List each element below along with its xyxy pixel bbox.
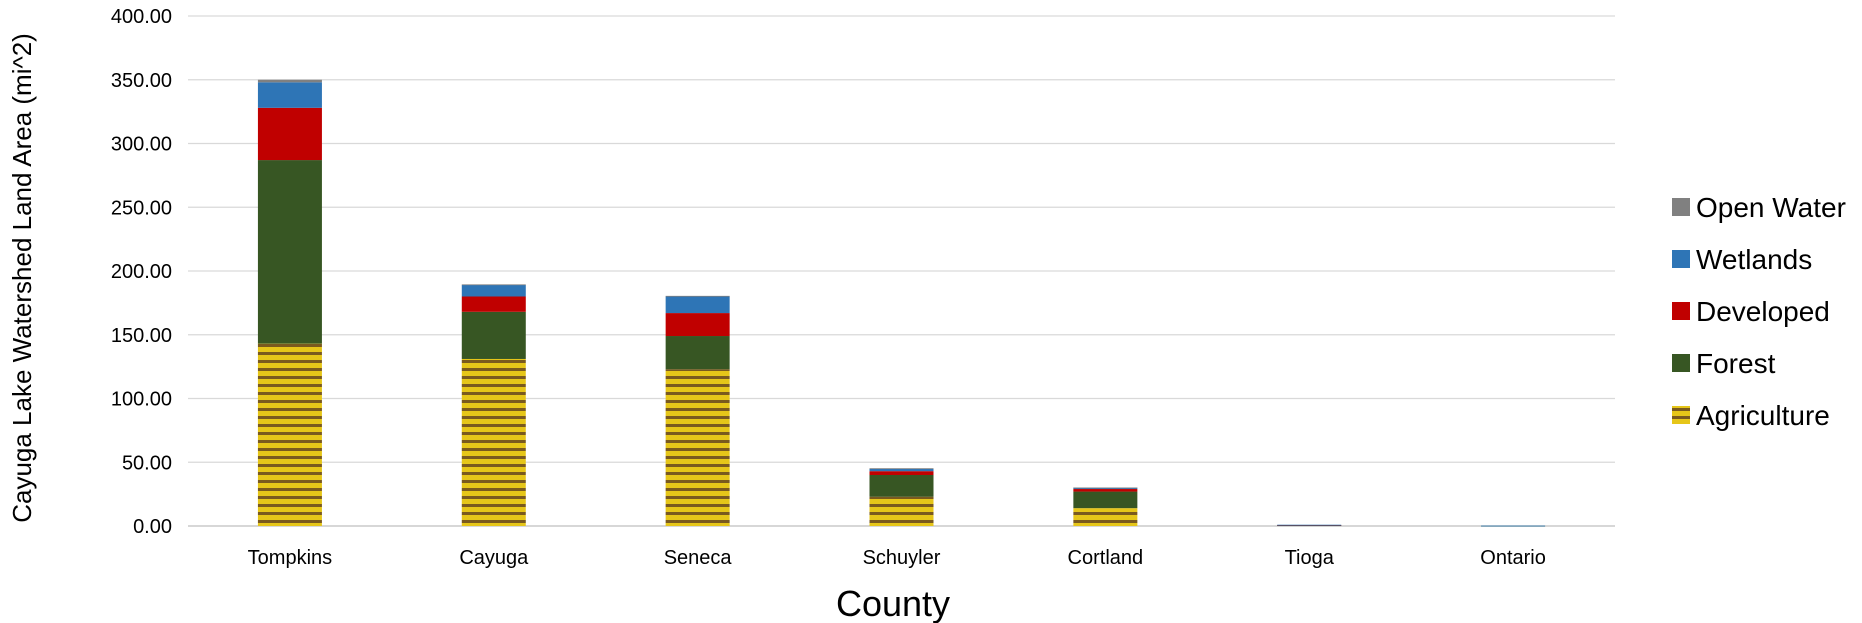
x-axis-title: County (836, 583, 950, 623)
y-tick-label: 300.00 (111, 134, 172, 156)
x-tick-label: Cayuga (459, 547, 529, 569)
bar-segment-agriculture (1073, 508, 1138, 526)
y-axis-title: Cayuga Lake Watershed Land Area (mi^2) (7, 33, 37, 523)
bar-segment-developed (257, 107, 322, 161)
y-tick-label: 200.00 (111, 261, 172, 283)
legend-swatch (1672, 354, 1690, 372)
bar-segment-developed (869, 471, 934, 475)
y-tick-label: 350.00 (111, 70, 172, 92)
bar-segment-open-water (869, 468, 934, 470)
bar-segment-forest (665, 336, 730, 370)
bars (257, 79, 1546, 527)
bar-segment-forest (461, 311, 526, 359)
bar-segment-open-water (1073, 487, 1138, 489)
bar-segment-agriculture (665, 369, 730, 526)
legend-label: Developed (1696, 296, 1830, 327)
bar-segment-forest (1073, 491, 1138, 509)
x-tick-label: Tompkins (248, 547, 332, 569)
bar-segment-agriculture (869, 496, 934, 526)
legend-swatch (1672, 302, 1690, 320)
y-axis-ticks: 0.00 50.00 100.00 150.00 200.00 250.00 300.00 3… (111, 6, 172, 538)
x-tick-label: Ontario (1480, 547, 1546, 569)
bar-segment-wetlands (461, 285, 526, 297)
x-tick-label: Tioga (1285, 547, 1335, 569)
bar-segment-developed (1073, 489, 1138, 492)
y-tick-label: 150.00 (111, 325, 172, 347)
bar-segment-wetlands (869, 468, 934, 472)
x-axis-ticks: Tompkins Cayuga Seneca Schuyler Cortland Tiog… (248, 547, 1546, 569)
legend-swatch (1672, 198, 1690, 216)
bar-segment-wetlands (1481, 525, 1546, 527)
bar-segment-wetlands (1073, 487, 1138, 490)
legend-label: Forest (1696, 348, 1776, 379)
legend-swatch (1672, 250, 1690, 268)
y-tick-label: 400.00 (111, 6, 172, 28)
bar-segment-forest (257, 160, 322, 344)
bar-segment-wetlands (665, 296, 730, 314)
y-tick-label: 250.00 (111, 197, 172, 219)
bar-segment-open-water (665, 295, 730, 297)
x-tick-label: Schuyler (863, 547, 941, 569)
bar-segment-open-water (461, 284, 526, 286)
bar-segment-developed (665, 313, 730, 337)
x-tick-label: Cortland (1068, 547, 1144, 569)
legend-label: Open Water (1696, 192, 1846, 223)
bar-segment-wetlands (1277, 524, 1342, 526)
bar-segment-wetlands (257, 82, 322, 108)
legend-label: Wetlands (1696, 244, 1812, 275)
y-tick-label: 0.00 (133, 516, 172, 538)
bar-segment-open-water (257, 79, 322, 83)
x-tick-label: Seneca (664, 547, 733, 569)
bar-segment-agriculture (257, 343, 322, 526)
bar-segment-developed (461, 296, 526, 312)
y-tick-label: 50.00 (122, 452, 172, 474)
gridlines (188, 15, 1615, 527)
legend: Open Water Wetlands Developed Forest Agricul… (1672, 192, 1846, 431)
legend-swatch (1672, 406, 1690, 424)
y-tick-label: 100.00 (111, 389, 172, 411)
legend-label: Agriculture (1696, 400, 1830, 431)
bar-segment-agriculture (461, 358, 526, 526)
bar-segment-forest (869, 475, 934, 497)
